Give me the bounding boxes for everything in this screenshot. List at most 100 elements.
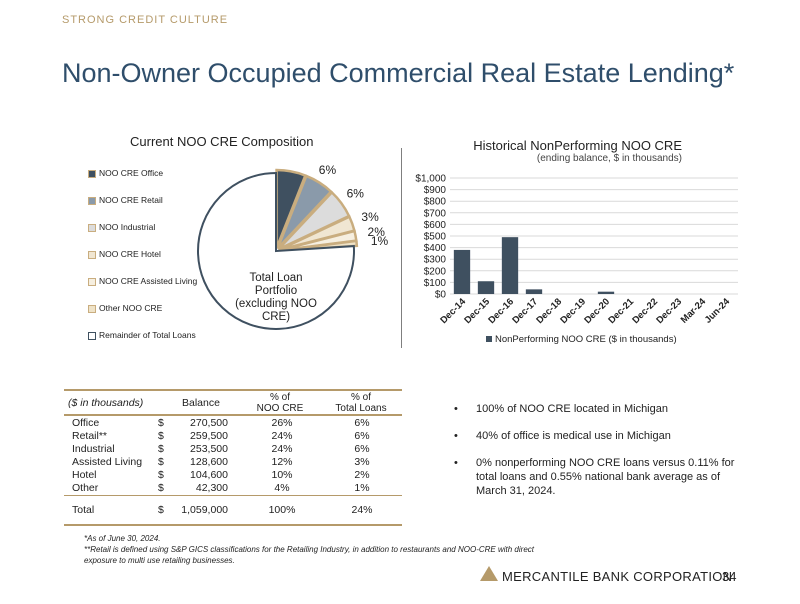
triangle-logo-icon: [480, 566, 498, 581]
bar-x-tick-label: Mar-24: [679, 296, 709, 326]
bar-chart: $0$100$200$300$400$500$600$700$800$900$1…: [415, 174, 738, 326]
footnotes: *As of June 30, 2024. **Retail is define…: [84, 533, 564, 566]
bar-y-tick-label: $0: [435, 290, 447, 301]
chart-divider: [401, 148, 402, 348]
table-cell-balance: 259,500: [190, 430, 228, 442]
bar-chart-title: Historical NonPerforming NOO CRE: [473, 138, 682, 153]
table-cell-pct-total: 3%: [354, 456, 370, 468]
table-cell-pct-noo: 24%: [271, 443, 293, 455]
pie-legend-label: NOO CRE Retail: [99, 195, 163, 205]
footnote-2: **Retail is defined using S&P GICS class…: [84, 545, 534, 565]
table-cell-pct-total: 6%: [354, 443, 370, 455]
bar: [597, 291, 615, 294]
bar-x-tick-label: Dec-23: [654, 296, 684, 326]
table-header-pct-noo: % of NOO CRE: [248, 392, 312, 414]
table-cell-pct-noo: 26%: [271, 417, 293, 429]
bullet-dot-icon: •: [454, 430, 458, 442]
table-cell-label: Office: [72, 417, 100, 429]
pie-legend-swatch: [88, 304, 96, 313]
table-cell-label: Other: [72, 482, 99, 494]
table-header-pct-total-line1: % of: [350, 392, 371, 403]
bar-legend-swatch: [486, 336, 492, 343]
bar-y-tick-label: $800: [424, 197, 447, 208]
table-cell-balance: 128,600: [190, 456, 228, 468]
bar-x-tick-label: Dec-20: [582, 296, 612, 326]
table-cell-balance: 253,500: [190, 443, 228, 455]
table-cell-balance: 42,300: [195, 482, 228, 494]
table-total-pct-noo: 100%: [268, 504, 296, 516]
bar-x-tick-label: Dec-21: [606, 296, 636, 326]
pie-legend-item: NOO CRE Retail: [88, 195, 163, 205]
table-total-dollar: $: [158, 504, 164, 516]
pie-legend-item: NOO CRE Office: [88, 168, 163, 178]
bar-legend-label: NonPerforming NOO CRE ($ in thousands): [495, 334, 677, 345]
table-header-label: ($ in thousands): [68, 397, 144, 409]
pie-legend-item: NOO Industrial: [88, 222, 155, 232]
footnote-1: *As of June 30, 2024.: [84, 534, 161, 543]
bar: [501, 237, 519, 294]
bar-x-tick-label: Dec-19: [558, 296, 588, 326]
bar-y-tick-label: $600: [424, 220, 447, 231]
table-cell-pct-noo: 10%: [271, 469, 293, 481]
bar-x-tick-label: Dec-16: [486, 296, 516, 326]
pie-chart-title: Current NOO CRE Composition: [130, 134, 314, 149]
bullet-text: 0% nonperforming NOO CRE loans versus 0.…: [476, 457, 735, 497]
bar-x-tick-label: Jun-24: [703, 296, 733, 326]
table-cell-balance: 270,500: [190, 417, 228, 429]
bullet-dot-icon: •: [454, 403, 458, 415]
bar-y-tick-label: $200: [424, 266, 447, 277]
bar-y-tick-label: $500: [424, 232, 447, 243]
table-cell-balance: 104,600: [190, 469, 228, 481]
table-cell-label: Retail**: [72, 430, 108, 442]
bar-x-tick-label: Dec-17: [510, 296, 540, 326]
page-number: 34: [722, 569, 737, 584]
table-cell-pct-noo: 4%: [274, 482, 290, 494]
pie-slice: [278, 239, 359, 252]
bar-x-tick-label: Dec-15: [462, 296, 492, 326]
bar-y-tick-label: $900: [424, 185, 447, 196]
pie-legend-swatch: [88, 250, 96, 259]
table-total-pct-total: 24%: [351, 504, 373, 516]
pie-slice-label: 1%: [371, 234, 389, 248]
bar-y-tick-label: $300: [424, 255, 447, 266]
table-cell-dollar: $: [158, 430, 164, 442]
pie-legend-swatch: [88, 331, 96, 340]
page-title: Non-Owner Occupied Commercial Real Estat…: [62, 58, 735, 88]
bullet-text: 40% of office is medical use in Michigan: [476, 430, 671, 442]
pie-slice-label: 2%: [368, 225, 386, 239]
table-header-pct-total-line2: Total Loans: [335, 403, 387, 414]
table-cell-dollar: $: [158, 482, 164, 494]
table-cell-pct-total: 2%: [354, 469, 370, 481]
bullet-dot-icon: •: [454, 457, 458, 469]
bar-x-tick-label: Dec-18: [534, 296, 564, 326]
table-header-pct-noo-line1: % of: [269, 392, 290, 403]
pie-legend-swatch: [88, 169, 96, 178]
table-body-rule: [64, 495, 402, 496]
bar-y-tick-label: $100: [424, 278, 447, 289]
table-cell-dollar: $: [158, 456, 164, 468]
table-header-pct-noo-line2: NOO CRE: [256, 403, 304, 414]
table-cell-pct-total: 1%: [354, 482, 370, 494]
pie-legend-label: NOO CRE Hotel: [99, 249, 161, 259]
pie-legend-label: NOO Industrial: [99, 222, 156, 232]
table-cell-dollar: $: [158, 469, 164, 481]
pie-chart: 6% 6% 6% 3%2%1% Total LoanPortfolio(excludin…: [197, 165, 389, 330]
pie-legend-label: NOO CRE Office: [99, 168, 164, 178]
table-total-label: Total: [72, 504, 95, 516]
pie-legend-swatch: [88, 277, 96, 286]
bar: [477, 281, 495, 294]
bar-y-tick-label: $700: [424, 208, 447, 219]
section-label: STRONG CREDIT CULTURE: [62, 14, 229, 26]
pie-legend-label: NOO CRE Assisted Living: [99, 276, 198, 286]
bar-legend: NonPerforming NOO CRE ($ in thousands): [486, 334, 677, 345]
bullet-text: 100% of NOO CRE located in Michigan: [476, 403, 668, 415]
table-top-rule: [64, 389, 402, 391]
pie-legend-item: Remainder of Total Loans: [88, 330, 196, 340]
table-cell-label: Hotel: [72, 469, 97, 481]
pie-slice-label: 3%: [361, 210, 379, 224]
pie-legend-label: Remainder of Total Loans: [99, 330, 196, 340]
table-cell-pct-noo: 24%: [271, 430, 293, 442]
table-header-balance: Balance: [182, 397, 220, 409]
table-bottom-rule: [64, 524, 402, 526]
pie-slice-label: 6%: [319, 165, 337, 177]
